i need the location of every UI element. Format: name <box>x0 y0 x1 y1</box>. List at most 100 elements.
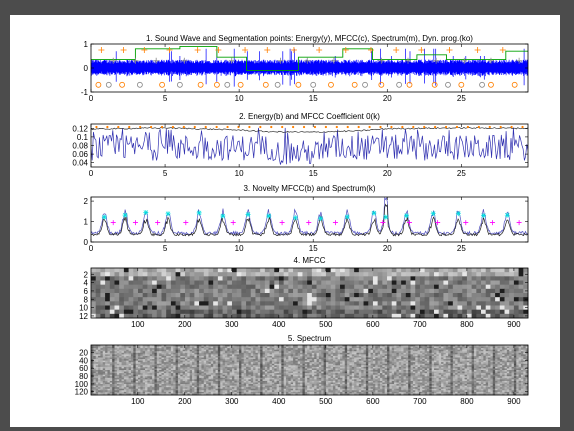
heatmap-cell <box>349 345 353 347</box>
heatmap-cell <box>149 371 153 374</box>
heatmap-cell <box>372 280 379 286</box>
heatmap-cell <box>105 368 108 371</box>
heatmap-cell <box>196 359 200 362</box>
heatmap-cell <box>478 366 482 369</box>
heatmap-cell <box>504 268 510 273</box>
heatmap-cell <box>358 346 362 349</box>
heatmap-cell <box>377 370 381 372</box>
heatmap-cell <box>295 371 299 374</box>
heatmap-cell <box>417 363 421 366</box>
heatmap-cell <box>311 368 315 371</box>
heatmap-cell <box>307 357 310 360</box>
novelty-marker <box>132 220 138 226</box>
heatmap-cell <box>523 309 529 315</box>
heatmap-cell <box>199 363 202 366</box>
heatmap-cell <box>302 288 308 294</box>
heatmap-cell <box>342 357 346 360</box>
heatmap-cell <box>455 355 458 358</box>
heatmap-cell <box>358 313 364 319</box>
heatmap-cell <box>189 280 195 286</box>
heatmap-cell <box>476 268 482 273</box>
heatmap-cell <box>396 280 402 286</box>
heatmap-cell <box>276 360 280 363</box>
heatmap-cell <box>424 366 428 369</box>
heatmap-cell <box>478 349 482 352</box>
heatmap-cell <box>295 368 299 371</box>
heatmap-cell <box>347 354 350 357</box>
heatmap-cell <box>227 370 231 372</box>
heatmap-cell <box>415 371 418 374</box>
heatmap-cell <box>340 370 343 372</box>
heatmap-cell <box>436 351 440 354</box>
heatmap-cell <box>434 293 440 298</box>
heatmap-cell <box>314 366 317 369</box>
heatmap-cell <box>123 345 127 347</box>
heatmap-cell <box>184 365 188 368</box>
heatmap-cell <box>483 360 487 363</box>
heatmap-cell <box>231 280 238 286</box>
heatmap-cell <box>187 345 191 347</box>
heatmap-cell <box>123 357 127 360</box>
heatmap-cell <box>253 349 256 352</box>
heatmap-cell <box>316 313 322 319</box>
heatmap-cell <box>485 305 491 311</box>
heatmap-cell <box>441 351 444 354</box>
heatmap-cell <box>281 352 285 355</box>
heatmap-cell <box>471 363 475 366</box>
heatmap-cell <box>365 345 369 347</box>
heatmap-cell <box>403 349 407 352</box>
heatmap-cell <box>154 374 158 377</box>
heatmap-cell <box>382 301 388 306</box>
heatmap-cell <box>509 368 512 371</box>
heatmap-cell <box>145 346 148 349</box>
heatmap-cell <box>149 373 153 376</box>
heatmap-cell <box>290 352 294 355</box>
heatmap-cell <box>504 297 510 302</box>
heatmap-cell <box>290 355 294 358</box>
heatmap-cell <box>180 305 186 311</box>
heatmap-cell <box>389 373 393 376</box>
heatmap-cell <box>142 370 146 372</box>
heatmap-cell <box>483 357 487 360</box>
heatmap-cell <box>177 373 181 376</box>
heatmap-cell <box>481 371 484 374</box>
heatmap-cell <box>448 293 454 298</box>
heatmap-cell <box>201 368 205 371</box>
heatmap-cell <box>328 348 332 351</box>
heatmap-cell <box>126 365 129 368</box>
heatmap-cell <box>391 371 395 374</box>
heatmap-cell <box>199 371 202 374</box>
heatmap-cell <box>152 305 158 311</box>
heatmap-cell <box>347 363 350 366</box>
heatmap-cell <box>182 363 186 366</box>
heatmap-cell <box>523 354 527 357</box>
heatmap-cell <box>137 309 144 315</box>
heatmap-cell <box>217 357 221 360</box>
heatmap-cell <box>323 363 327 366</box>
heatmap-cell <box>236 276 242 281</box>
heatmap-cell <box>123 368 127 371</box>
heatmap-cell <box>128 373 132 376</box>
heatmap-cell <box>267 352 270 355</box>
heatmap-cell <box>133 293 139 298</box>
heatmap-cell <box>408 359 411 362</box>
heatmap-cell <box>116 345 120 347</box>
heatmap-cell <box>154 360 158 363</box>
heatmap-cell <box>107 351 111 354</box>
heatmap-cell <box>161 362 165 365</box>
heatmap-cell <box>410 305 416 311</box>
heatmap-cell <box>166 368 169 371</box>
heatmap-cell <box>283 276 289 281</box>
heatmap-cell <box>307 268 313 273</box>
x-tick-label: 20 <box>383 94 392 103</box>
heatmap-cell <box>481 293 487 298</box>
heatmap-cell <box>523 373 527 376</box>
heatmap-cell <box>267 368 270 371</box>
heatmap-cell <box>396 309 402 315</box>
heatmap-cell <box>419 288 426 294</box>
heatmap-cell <box>325 360 329 363</box>
heatmap-cell <box>161 354 165 357</box>
heatmap-cell <box>215 354 219 357</box>
heatmap-cell <box>243 360 247 363</box>
heatmap-cell <box>274 360 278 363</box>
